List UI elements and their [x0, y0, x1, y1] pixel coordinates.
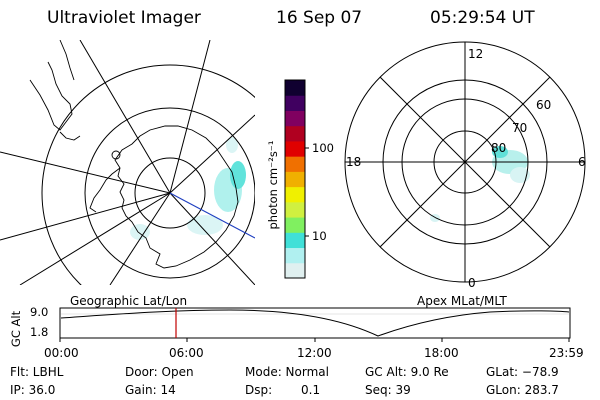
time-tick-1800: 18:00 [424, 346, 459, 360]
mlat-label-70: 70 [512, 121, 528, 135]
info-filter: Flt: LBHL [10, 365, 64, 379]
colorbar-tick-100: 100 [312, 141, 334, 155]
colorbar-segment [285, 140, 305, 157]
colorbar [284, 79, 309, 279]
mlat-label-60: 60 [536, 98, 552, 112]
colorbar-segment [285, 201, 305, 218]
aurora-emission-magnetic [430, 146, 530, 222]
south-america-coastline [29, 61, 73, 131]
altitude-ylabel: GC Alt [9, 310, 23, 348]
info-ip: IP: 36.0 [10, 383, 56, 397]
mlt-label-0: 0 [468, 276, 476, 290]
colorbar-segment [285, 262, 305, 279]
observation-date: 16 Sep 07 [276, 8, 363, 28]
antarctica-coastline [114, 125, 239, 269]
info-gc-alt: GC Alt: 9.0 Re [365, 365, 449, 379]
mlt-label-18: 18 [346, 155, 362, 169]
instrument-title: Ultraviolet Imager [47, 8, 201, 28]
colorbar-tick-10: 10 [312, 229, 327, 243]
lat-circle-middle [84, 107, 255, 279]
info-seq: Seq: 39 [365, 383, 411, 397]
altitude-ytick-low: 1.8 [30, 325, 49, 339]
colorbar-segment [285, 95, 305, 111]
colorbar-segment [285, 125, 305, 142]
altitude-plot [59, 307, 571, 342]
time-tick-0600: 06:00 [169, 346, 204, 360]
colorbar-segment [285, 156, 305, 172]
time-tick-1200: 12:00 [297, 346, 332, 360]
lat-circle-outer [41, 64, 255, 285]
colorbar-segment [285, 80, 305, 96]
colorbar-segment [285, 247, 305, 264]
mlt-label-12: 12 [468, 47, 484, 61]
aurora-emission [130, 137, 246, 240]
info-mode: Mode: Normal [245, 365, 329, 379]
magnetic-caption: Apex MLat/MLT [417, 294, 507, 308]
magnetic-polar-map [344, 41, 586, 283]
info-glon: GLon: 283.7 [486, 383, 559, 397]
observation-time: 05:29:54 UT [430, 8, 535, 28]
colorbar-segment [285, 232, 305, 249]
geographic-map [0, 40, 255, 285]
info-dsp-value: 0.1 [301, 383, 321, 397]
info-dsp-label: Dsp: [245, 383, 273, 397]
colorbar-segment [285, 171, 305, 188]
time-tick-2359: 23:59 [549, 346, 584, 360]
colorbar-unit-label: photon cm⁻²s⁻¹ [266, 140, 280, 230]
altitude-curve [60, 309, 570, 337]
colorbar-segment [285, 186, 305, 203]
lat-circle-inner [134, 157, 206, 229]
info-glat: GLat: −78.9 [486, 365, 559, 379]
mlat-label-80: 80 [491, 141, 507, 155]
colorbar-segment [285, 217, 305, 233]
peninsula-coastline [89, 167, 121, 213]
geographic-caption: Geographic Lat/Lon [70, 294, 188, 308]
satellite-track [169, 192, 255, 239]
time-tick-0000: 00:00 [44, 346, 79, 360]
info-gain: Gain: 14 [125, 383, 176, 397]
colorbar-segment [285, 110, 305, 127]
info-door: Door: Open [125, 365, 194, 379]
mlt-label-6: 6 [578, 155, 586, 169]
altitude-ytick-high: 9.0 [30, 305, 49, 319]
